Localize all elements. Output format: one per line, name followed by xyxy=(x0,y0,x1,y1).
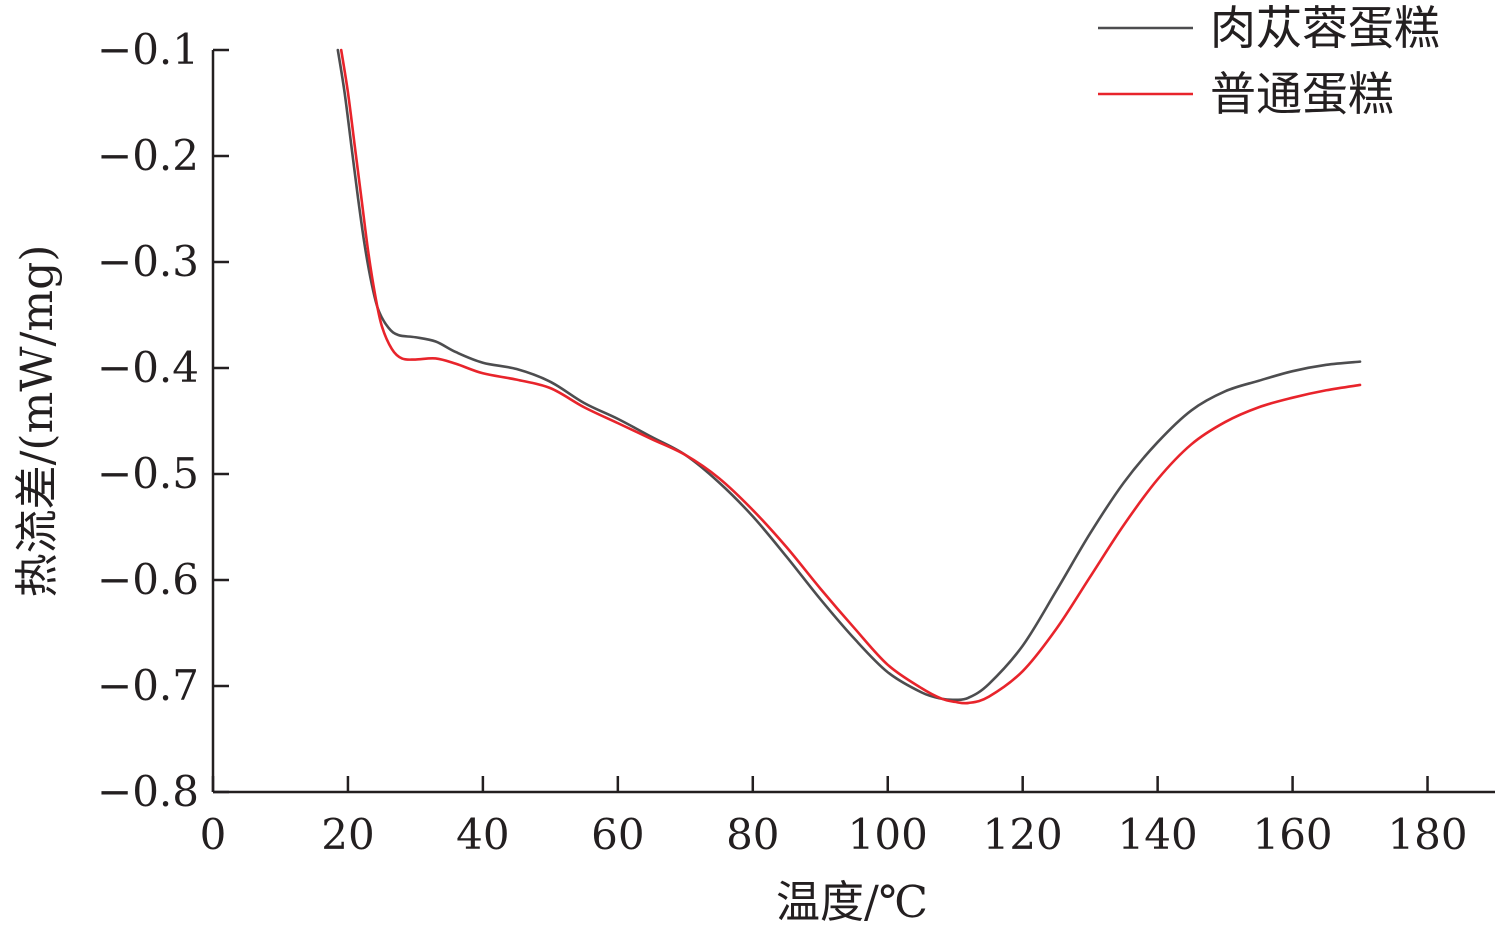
y-tick-label: −0.5 xyxy=(97,449,199,498)
y-tick-label: −0.3 xyxy=(97,237,199,286)
series-line-0 xyxy=(336,48,1362,702)
x-tick-label: 60 xyxy=(591,810,644,859)
y-tick-label: −0.1 xyxy=(97,25,199,74)
x-tick-label: 20 xyxy=(321,810,374,859)
x-ticks: 0 20 40 60 80 100 120 140 160 180 xyxy=(200,776,1468,859)
legend-label-0: 肉苁蓉蛋糕 xyxy=(1210,1,1440,55)
legend-label-1: 普通蛋糕 xyxy=(1210,67,1394,121)
y-tick-label: −0.4 xyxy=(97,343,199,392)
x-tick-label: 40 xyxy=(456,810,509,859)
x-tick-label: 140 xyxy=(1118,810,1198,859)
y-tick-label: −0.8 xyxy=(97,767,199,816)
y-axis-title: 热流差/(mW/mg) xyxy=(12,245,63,598)
y-tick-label: −0.2 xyxy=(97,131,199,180)
y-ticks: −0.1 −0.2 −0.3 −0.4 −0.5 −0.6 −0.7 −0.8 xyxy=(97,25,229,816)
x-tick-label: 80 xyxy=(726,810,779,859)
y-tick-label: −0.6 xyxy=(97,555,199,604)
x-tick-label: 120 xyxy=(983,810,1063,859)
series-line-1 xyxy=(339,48,1362,705)
x-tick-label: 160 xyxy=(1252,810,1332,859)
y-tick-label: −0.7 xyxy=(97,661,199,710)
x-axis-title: 温度/℃ xyxy=(776,877,928,928)
series-lines xyxy=(336,48,1362,705)
axes xyxy=(211,50,1495,794)
x-tick-label: 0 xyxy=(200,810,227,859)
x-tick-label: 100 xyxy=(848,810,928,859)
x-tick-label: 180 xyxy=(1387,810,1467,859)
